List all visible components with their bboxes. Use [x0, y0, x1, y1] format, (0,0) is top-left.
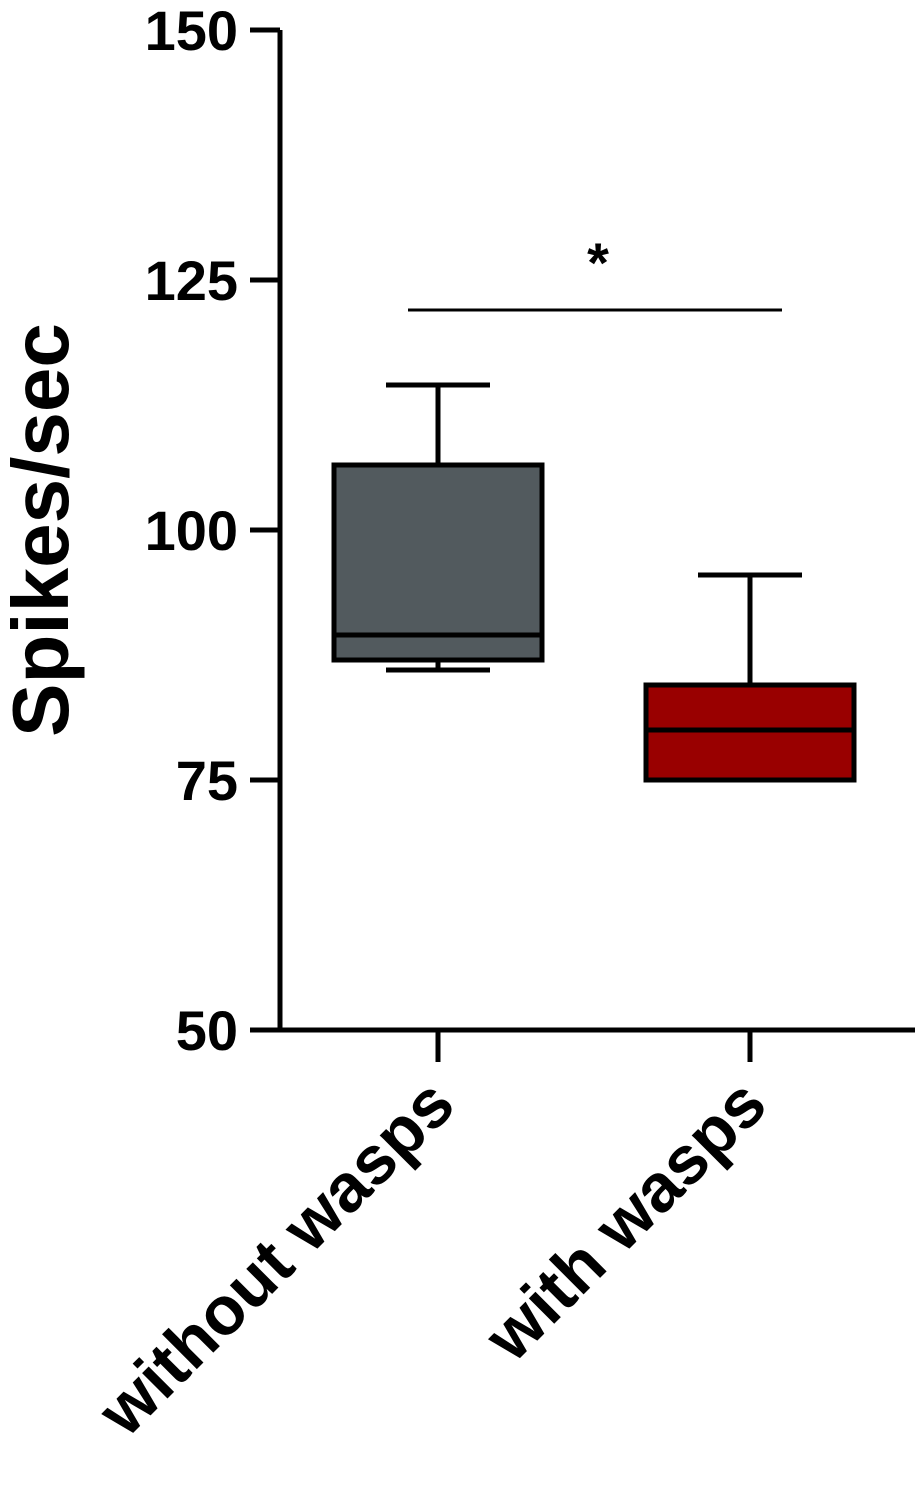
significance-star: * — [587, 231, 609, 294]
y-ticks: 50 75 100 125 150 — [145, 0, 280, 1062]
y-axis: 50 75 100 125 150 — [145, 0, 283, 1062]
y-tick-label: 150 — [145, 0, 238, 62]
x-tick-label: without wasps — [83, 1065, 469, 1451]
y-tick-label: 75 — [176, 749, 238, 812]
y-tick-label: 125 — [145, 249, 238, 312]
boxes — [331, 382, 857, 783]
x-tick-label: with wasps — [470, 1065, 781, 1376]
box-with-wasps — [643, 572, 857, 783]
x-ticks: without wasps with wasps — [83, 1030, 781, 1451]
box-without-wasps — [331, 382, 545, 673]
iqr-box — [331, 462, 545, 663]
y-tick-label: 100 — [145, 499, 238, 562]
y-axis-title: Spikes/sec — [0, 323, 85, 737]
significance-annotation: * — [408, 231, 782, 312]
y-tick-label: 50 — [176, 999, 238, 1062]
x-axis: without wasps with wasps — [83, 1027, 915, 1451]
